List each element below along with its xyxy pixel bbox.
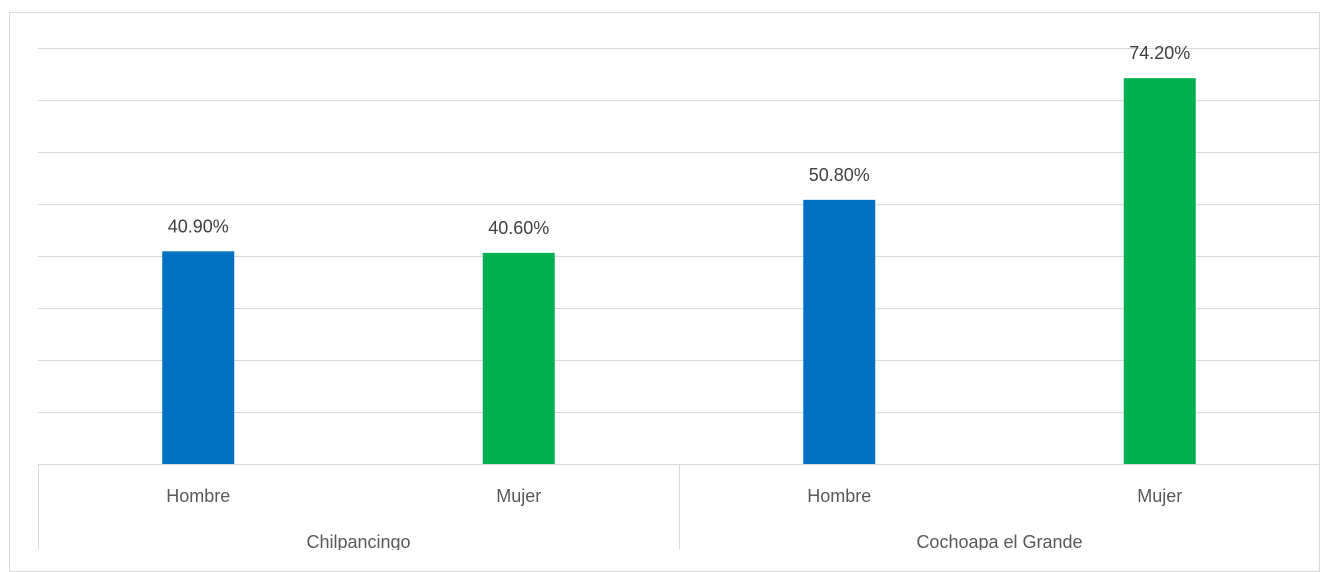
- bar-hombre: [162, 251, 235, 464]
- bar-hombre: [803, 199, 876, 464]
- data-label: 40.60%: [488, 218, 549, 238]
- group-label: Chilpancingo: [306, 532, 410, 550]
- data-label: 40.90%: [168, 216, 229, 236]
- bar-mujer: [482, 252, 555, 464]
- bars: 40.90% 40.60% 50.80% 74.20%: [162, 43, 1196, 464]
- data-label: 50.80%: [809, 165, 870, 185]
- bar-chart: 40.90% 40.60% 50.80% 74.20% Hombre Mujer Chil…: [38, 43, 1320, 550]
- gridlines: [38, 48, 1320, 413]
- category-label: Hombre: [166, 486, 230, 506]
- category-label: Mujer: [496, 486, 541, 506]
- data-label: 74.20%: [1129, 43, 1190, 63]
- category-axis: Hombre Mujer Chilpancingo Hombre Mujer Cochoa…: [38, 464, 1320, 550]
- group-label: Cochoapa el Grande: [916, 532, 1082, 550]
- category-label: Hombre: [807, 486, 871, 506]
- bar-mujer: [1123, 78, 1196, 464]
- category-label: Mujer: [1137, 486, 1182, 506]
